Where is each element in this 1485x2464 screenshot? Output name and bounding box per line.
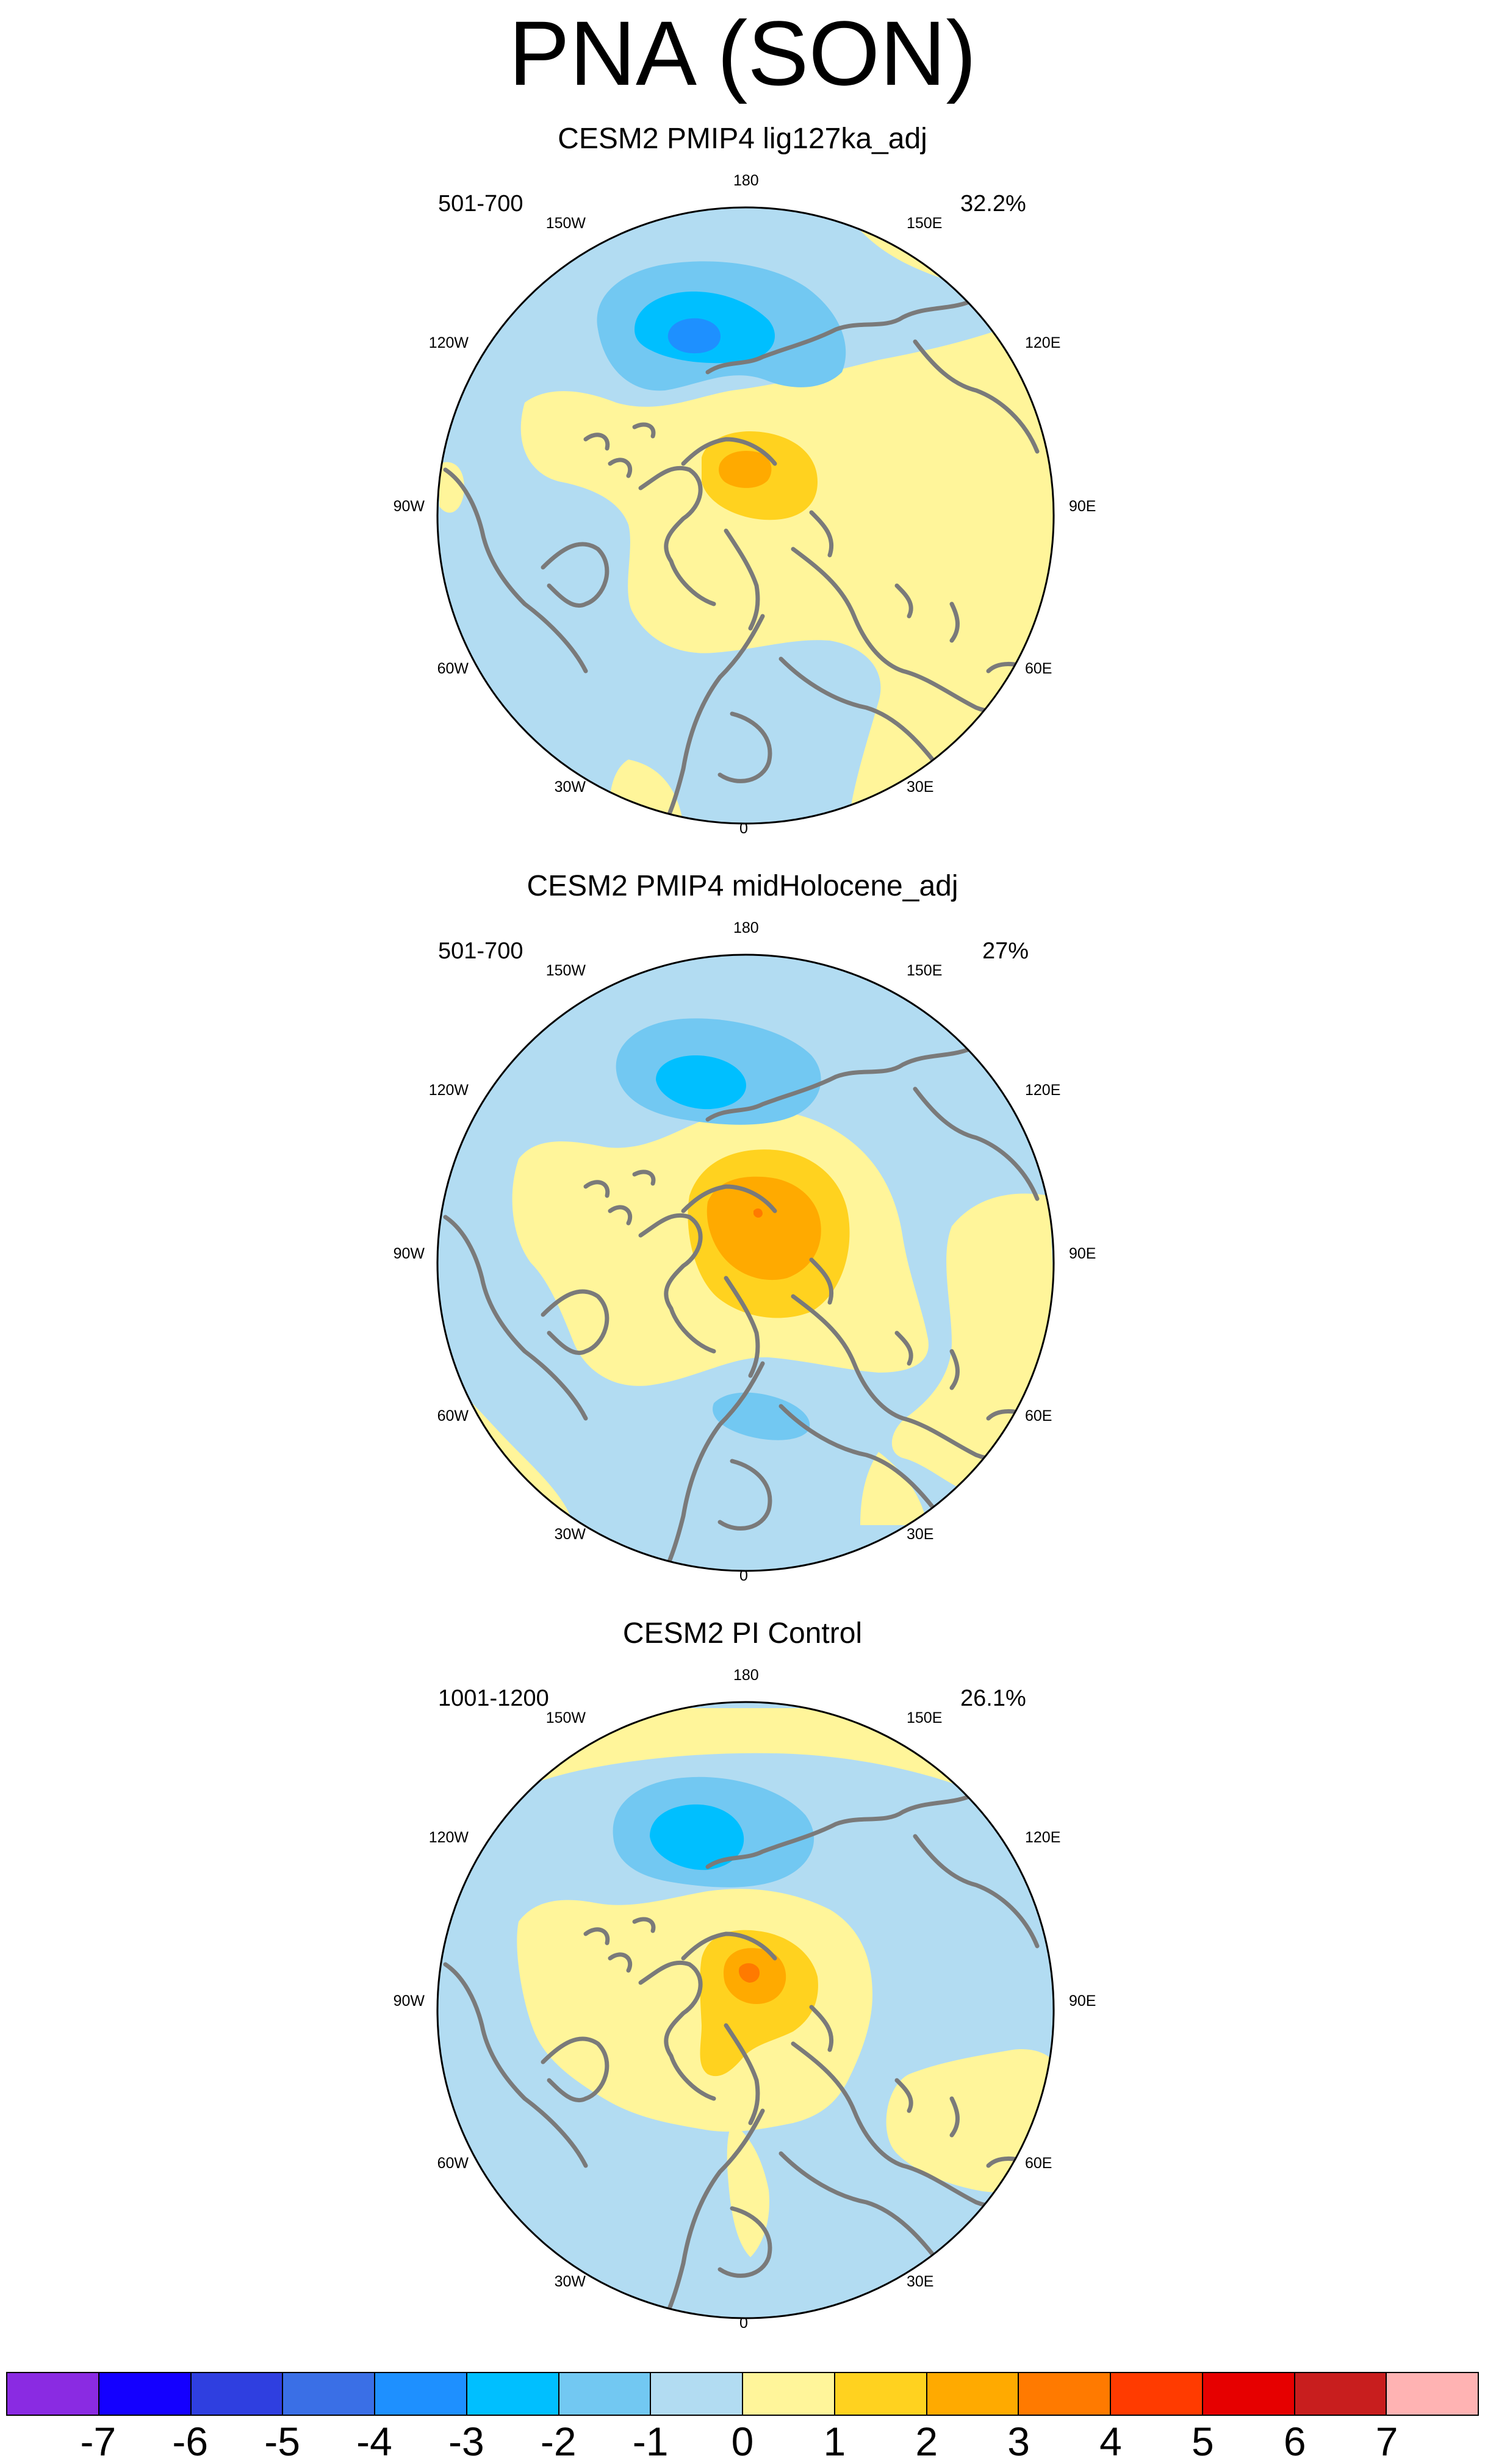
colorbar-box	[927, 2373, 1019, 2415]
lon-label-60e: 60E	[1025, 2155, 1052, 2172]
lon-label-60e: 60E	[1025, 660, 1052, 677]
colorbar-box	[191, 2373, 284, 2415]
panel-3-map	[436, 1701, 1055, 2319]
lon-label-30e: 30E	[907, 778, 934, 796]
lon-label-120e: 120E	[1025, 1082, 1061, 1099]
lon-label-90e: 90E	[1069, 498, 1096, 515]
figure-title: PNA (SON)	[508, 2, 977, 104]
panel-1-map	[436, 206, 1055, 825]
colorbar-tick-label: -5	[264, 2419, 300, 2464]
colorbar-box	[467, 2373, 559, 2415]
lon-label-180: 180	[733, 172, 759, 189]
positive-anomaly-region	[738, 1963, 760, 1983]
colorbar-tick-label: 0	[731, 2419, 754, 2464]
lon-label-30e: 30E	[907, 1526, 934, 1543]
lon-label-60w: 60W	[437, 1407, 469, 1424]
lon-label-150w: 150W	[545, 962, 586, 979]
lon-label-120e: 120E	[1025, 1829, 1061, 1846]
panel-3-title: CESM2 PI Control	[622, 1617, 863, 1650]
colorbar-tick-label: 5	[1192, 2419, 1214, 2464]
positive-anomaly-region	[439, 462, 464, 513]
colorbar-box	[559, 2373, 652, 2415]
lon-label-90e: 90E	[1069, 1245, 1096, 1262]
lon-label-120e: 120E	[1025, 334, 1061, 351]
panel-2-title: CESM2 PMIP4 midHolocene_adj	[527, 870, 958, 902]
lon-label-30w: 30W	[554, 1526, 586, 1543]
lon-label-150e: 150E	[907, 215, 943, 232]
negative-anomaly-region	[667, 318, 721, 354]
colorbar-tick-label: -1	[632, 2419, 669, 2464]
colorbar-box	[99, 2373, 192, 2415]
lon-label-60w: 60W	[437, 2155, 469, 2172]
colorbar-tick-label: 4	[1099, 2419, 1122, 2464]
lon-label-90e: 90E	[1069, 1992, 1096, 2010]
colorbar-box	[283, 2373, 375, 2415]
lon-label-180: 180	[733, 919, 759, 936]
colorbar-tick-label: -3	[448, 2419, 484, 2464]
colorbar-box	[1295, 2373, 1387, 2415]
colorbar-box	[743, 2373, 835, 2415]
colorbar-tick-label: 2	[915, 2419, 938, 2464]
panel-2-percent: 27%	[982, 938, 1029, 964]
map-panels	[436, 206, 1055, 2319]
positive-anomaly-region	[707, 1176, 821, 1280]
panel-1-title: CESM2 PMIP4 lig127ka_adj	[558, 123, 927, 155]
positive-anomaly-region	[860, 1452, 927, 1525]
lon-label-90w: 90W	[393, 498, 425, 515]
map-boundary	[436, 206, 1055, 825]
lon-label-30w: 30W	[554, 2273, 586, 2290]
negative-anomaly-region	[650, 1804, 744, 1870]
colorbar-tick-label: 6	[1283, 2419, 1306, 2464]
panel-1-percent: 32.2%	[960, 191, 1026, 217]
colorbar-tick-label: -6	[172, 2419, 209, 2464]
panel-3-percent: 26.1%	[960, 1686, 1026, 1711]
colorbar-box	[835, 2373, 927, 2415]
colorbar	[6, 2372, 1479, 2416]
lon-label-120w: 120W	[428, 1082, 469, 1099]
colorbar-box	[1387, 2373, 1478, 2415]
positive-anomaly-region	[753, 1208, 763, 1218]
lon-label-60w: 60W	[437, 660, 469, 677]
lon-label-150w: 150W	[545, 215, 586, 232]
panel-1-years: 501-700	[438, 191, 523, 217]
lon-label-180: 180	[733, 1667, 759, 1684]
colorbar-tick-label: 3	[1007, 2419, 1030, 2464]
colorbar-box	[1019, 2373, 1111, 2415]
panel-2-map	[436, 954, 1055, 1572]
lon-label-30w: 30W	[554, 778, 586, 796]
colorbar-tick-label: -4	[356, 2419, 392, 2464]
lon-label-120w: 120W	[428, 1829, 469, 1846]
lon-label-150w: 150W	[545, 1709, 586, 1726]
lon-label-120w: 120W	[428, 334, 469, 351]
negative-anomaly-region	[656, 1055, 746, 1110]
lon-label-150e: 150E	[907, 962, 943, 979]
map-boundary	[436, 954, 1055, 1572]
colorbar-tick-label: 1	[823, 2419, 846, 2464]
colorbar-tick-label: -2	[540, 2419, 577, 2464]
colorbar-tick-label: 7	[1375, 2419, 1398, 2464]
map-boundary	[436, 1701, 1055, 2319]
colorbar-box	[375, 2373, 467, 2415]
lon-label-150e: 150E	[907, 1709, 943, 1726]
lon-label-90w: 90W	[393, 1245, 425, 1262]
colorbar-box	[7, 2373, 99, 2415]
positive-anomaly-region	[520, 327, 1054, 824]
lon-label-30e: 30E	[907, 2273, 934, 2290]
colorbar-box	[651, 2373, 743, 2415]
positive-anomaly-region	[719, 451, 772, 488]
colorbar-box	[1203, 2373, 1295, 2415]
colorbar-box	[1111, 2373, 1203, 2415]
lon-label-60e: 60E	[1025, 1407, 1052, 1424]
colorbar-tick-label: -7	[80, 2419, 117, 2464]
lon-label-90w: 90W	[393, 1992, 425, 2010]
panel-2-years: 501-700	[438, 938, 523, 964]
panel-3-years: 1001-1200	[438, 1686, 549, 1711]
